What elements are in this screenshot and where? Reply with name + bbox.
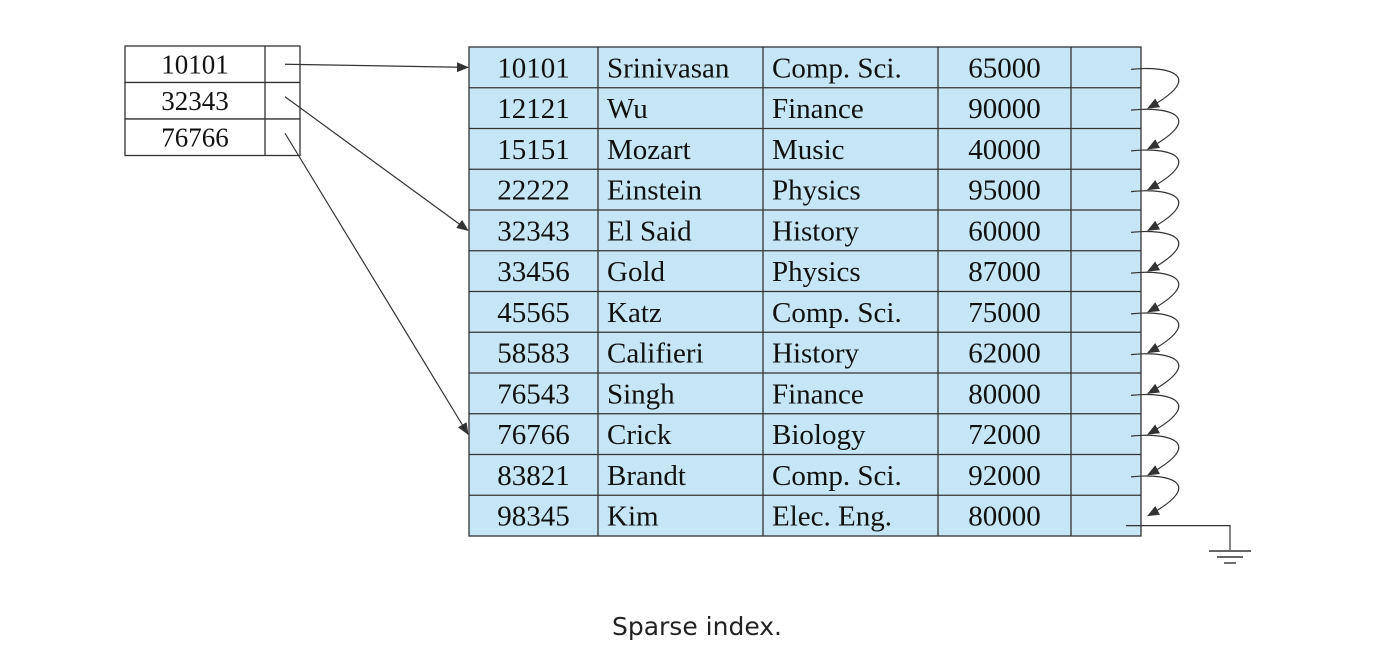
record-id: 10101 (497, 52, 570, 84)
record-name: Brandt (607, 460, 686, 492)
index-entry-cell (124, 81, 301, 120)
index-key: 10101 (161, 49, 229, 79)
figure-caption: Sparse index. (611, 612, 783, 641)
record-dept: Music (772, 134, 845, 166)
record-salary: 62000 (968, 338, 1041, 370)
record-file-table: 10101 Srinivasan Comp. Sci. 65000 12121 Wu Fin… (468, 46, 1142, 537)
record-name: Crick (607, 419, 672, 451)
record-salary: 95000 (968, 175, 1041, 207)
record-salary: 60000 (968, 215, 1041, 247)
chain-pointer-arrow (1130, 353, 1180, 394)
null-pointer-line (1126, 525, 1231, 550)
record-id: 76543 (497, 378, 570, 410)
index-pointers (284, 62, 469, 435)
record-salary: 90000 (968, 93, 1041, 125)
index-pointer-arrow (284, 132, 469, 435)
record-name: Einstein (607, 175, 703, 207)
index-pointer-arrow (284, 62, 469, 73)
record-dept: Comp. Sci. (772, 297, 902, 329)
record-name: Kim (607, 501, 659, 533)
record-id: 22222 (497, 175, 570, 207)
chain-pointer-arrow (1130, 108, 1180, 150)
record-id: 98345 (497, 501, 570, 533)
record-name: Katz (607, 297, 662, 329)
chain-pointer-arrow (1130, 230, 1180, 272)
chain-pointer-arrow (1130, 475, 1180, 517)
index-key: 76766 (161, 122, 229, 152)
chain-pointer-arrow (1130, 67, 1180, 109)
record-dept: History (772, 215, 860, 247)
chain-pointer-arrow (1130, 149, 1180, 191)
record-id: 32343 (497, 215, 570, 247)
record-dept: Biology (772, 419, 866, 451)
record-id: 58583 (497, 338, 570, 370)
record-id: 76766 (497, 419, 570, 451)
record-id: 12121 (497, 93, 570, 125)
chain-pointer-arrow (1130, 434, 1180, 476)
record-dept: Elec. Eng. (772, 501, 892, 533)
record-dept: Physics (772, 256, 861, 288)
record-dept: Finance (772, 93, 864, 125)
chain-pointer-arrow (1130, 393, 1180, 435)
record-salary: 72000 (968, 419, 1041, 451)
chain-pointer-arrow (1130, 312, 1180, 354)
record-dept: Comp. Sci. (772, 460, 902, 492)
chain-pointer-arrow (1130, 271, 1180, 313)
record-name: Gold (607, 256, 666, 288)
record-dept: History (772, 338, 860, 370)
record-salary: 87000 (968, 256, 1041, 288)
record-dept: Comp. Sci. (772, 52, 902, 84)
record-name: Califieri (607, 338, 704, 370)
record-salary: 92000 (968, 460, 1041, 492)
record-id: 83821 (497, 460, 570, 492)
record-id: 33456 (497, 256, 570, 288)
record-name: Mozart (607, 134, 691, 166)
record-salary: 75000 (968, 297, 1041, 329)
chain-pointer-arrow (1130, 190, 1180, 231)
record-dept: Physics (772, 175, 861, 207)
record-chain-pointers (1130, 67, 1180, 517)
record-name: Wu (607, 93, 648, 125)
index-table: 10101 32343 76766 (124, 45, 301, 157)
index-entry-cell (124, 45, 301, 84)
record-id: 15151 (497, 134, 570, 166)
null-pointer-ground-symbol (1126, 525, 1251, 564)
record-id: 45565 (497, 297, 570, 329)
record-salary: 80000 (968, 501, 1041, 533)
index-key: 32343 (161, 86, 229, 116)
record-name: Singh (607, 378, 675, 410)
record-salary: 65000 (968, 52, 1041, 84)
record-dept: Finance (772, 378, 864, 410)
index-entry-cell (124, 118, 301, 157)
record-salary: 40000 (968, 134, 1041, 166)
record-name: Srinivasan (607, 52, 730, 84)
record-name: El Said (607, 215, 692, 247)
index-pointer-arrow (284, 96, 469, 231)
record-salary: 80000 (968, 378, 1041, 410)
